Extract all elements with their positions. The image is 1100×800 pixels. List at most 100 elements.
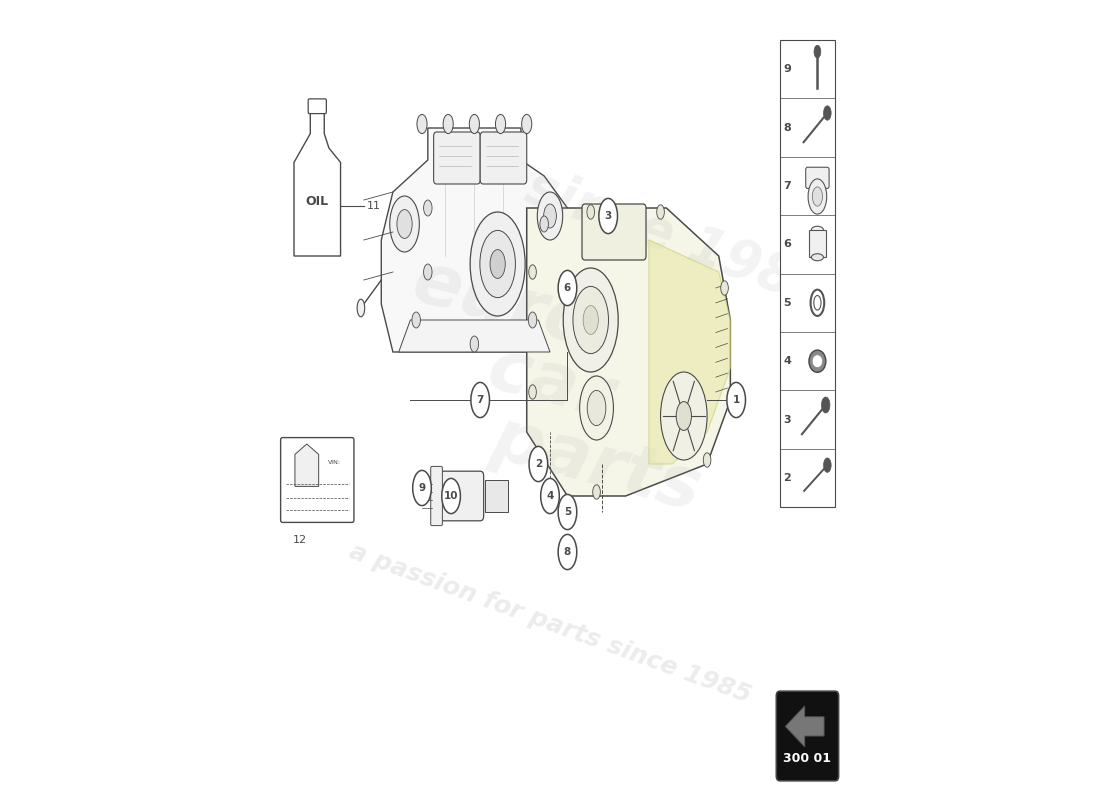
Ellipse shape (587, 390, 606, 426)
FancyBboxPatch shape (485, 480, 507, 512)
Text: 12: 12 (293, 535, 307, 545)
Polygon shape (398, 320, 550, 352)
Ellipse shape (660, 372, 707, 460)
Ellipse shape (540, 216, 549, 232)
FancyBboxPatch shape (777, 691, 838, 781)
Text: 11: 11 (366, 201, 381, 210)
Text: 4: 4 (783, 356, 791, 366)
FancyBboxPatch shape (805, 167, 829, 189)
Ellipse shape (580, 376, 614, 440)
Ellipse shape (563, 268, 618, 372)
Text: 9: 9 (783, 64, 791, 74)
Text: 6: 6 (783, 239, 791, 250)
Polygon shape (295, 444, 319, 486)
Ellipse shape (495, 114, 506, 134)
Ellipse shape (443, 114, 453, 134)
Ellipse shape (528, 312, 537, 328)
Text: 3: 3 (605, 211, 612, 221)
Text: 6: 6 (564, 283, 571, 293)
Ellipse shape (412, 470, 431, 506)
Ellipse shape (397, 210, 412, 238)
Polygon shape (649, 240, 730, 464)
Ellipse shape (529, 265, 537, 279)
Ellipse shape (822, 397, 829, 413)
Ellipse shape (424, 264, 432, 280)
Polygon shape (527, 208, 730, 496)
Text: 10: 10 (443, 491, 459, 501)
Ellipse shape (808, 350, 826, 372)
Text: VIN:: VIN: (328, 460, 341, 465)
Text: 2: 2 (535, 459, 542, 469)
Text: 5: 5 (783, 298, 791, 308)
Polygon shape (382, 128, 568, 352)
Ellipse shape (486, 483, 492, 509)
Text: since 1985: since 1985 (519, 161, 837, 319)
Ellipse shape (703, 453, 711, 467)
Text: 5: 5 (564, 507, 571, 517)
Text: 7: 7 (476, 395, 484, 405)
Ellipse shape (417, 114, 427, 134)
Ellipse shape (358, 299, 365, 317)
FancyBboxPatch shape (780, 40, 835, 507)
Ellipse shape (537, 192, 563, 240)
Ellipse shape (529, 446, 548, 482)
Text: 3: 3 (783, 414, 791, 425)
FancyBboxPatch shape (280, 438, 354, 522)
Text: 300 01: 300 01 (783, 752, 832, 765)
Ellipse shape (470, 336, 478, 352)
Ellipse shape (389, 196, 419, 252)
Ellipse shape (529, 385, 537, 399)
Ellipse shape (587, 205, 594, 219)
Text: euro: euro (405, 246, 602, 362)
Ellipse shape (812, 226, 824, 234)
Text: car: car (480, 334, 620, 434)
FancyBboxPatch shape (481, 132, 527, 184)
Ellipse shape (470, 114, 480, 134)
Ellipse shape (442, 478, 461, 514)
Ellipse shape (480, 230, 516, 298)
Ellipse shape (558, 270, 576, 306)
Ellipse shape (812, 354, 823, 368)
Ellipse shape (541, 478, 559, 514)
Ellipse shape (593, 485, 601, 499)
Ellipse shape (812, 187, 823, 206)
Ellipse shape (583, 306, 598, 334)
FancyBboxPatch shape (582, 204, 646, 260)
Text: 8: 8 (564, 547, 571, 557)
Ellipse shape (824, 106, 832, 120)
Text: 8: 8 (783, 122, 791, 133)
Ellipse shape (521, 114, 531, 134)
Polygon shape (785, 706, 824, 747)
FancyBboxPatch shape (433, 132, 481, 184)
Ellipse shape (812, 254, 824, 261)
Ellipse shape (598, 198, 617, 234)
Ellipse shape (676, 402, 692, 430)
Text: a passion for parts since 1985: a passion for parts since 1985 (345, 540, 755, 708)
FancyBboxPatch shape (431, 466, 442, 526)
Ellipse shape (471, 382, 490, 418)
Ellipse shape (720, 281, 728, 295)
FancyBboxPatch shape (308, 99, 327, 114)
Ellipse shape (412, 312, 420, 328)
Ellipse shape (558, 494, 576, 530)
Text: parts: parts (484, 403, 708, 525)
Ellipse shape (814, 46, 821, 58)
Text: 9: 9 (418, 483, 426, 493)
FancyBboxPatch shape (810, 230, 826, 258)
Text: 4: 4 (547, 491, 553, 501)
Ellipse shape (657, 205, 664, 219)
Ellipse shape (490, 250, 505, 278)
Ellipse shape (727, 382, 746, 418)
Ellipse shape (558, 534, 576, 570)
Text: 7: 7 (783, 181, 791, 191)
Text: 2: 2 (783, 473, 791, 483)
FancyBboxPatch shape (433, 471, 484, 521)
Ellipse shape (814, 295, 821, 310)
Ellipse shape (424, 200, 432, 216)
Polygon shape (294, 112, 341, 256)
Ellipse shape (470, 212, 525, 316)
Ellipse shape (543, 204, 557, 228)
Text: OIL: OIL (306, 194, 329, 208)
Ellipse shape (824, 458, 832, 472)
Ellipse shape (573, 286, 608, 354)
